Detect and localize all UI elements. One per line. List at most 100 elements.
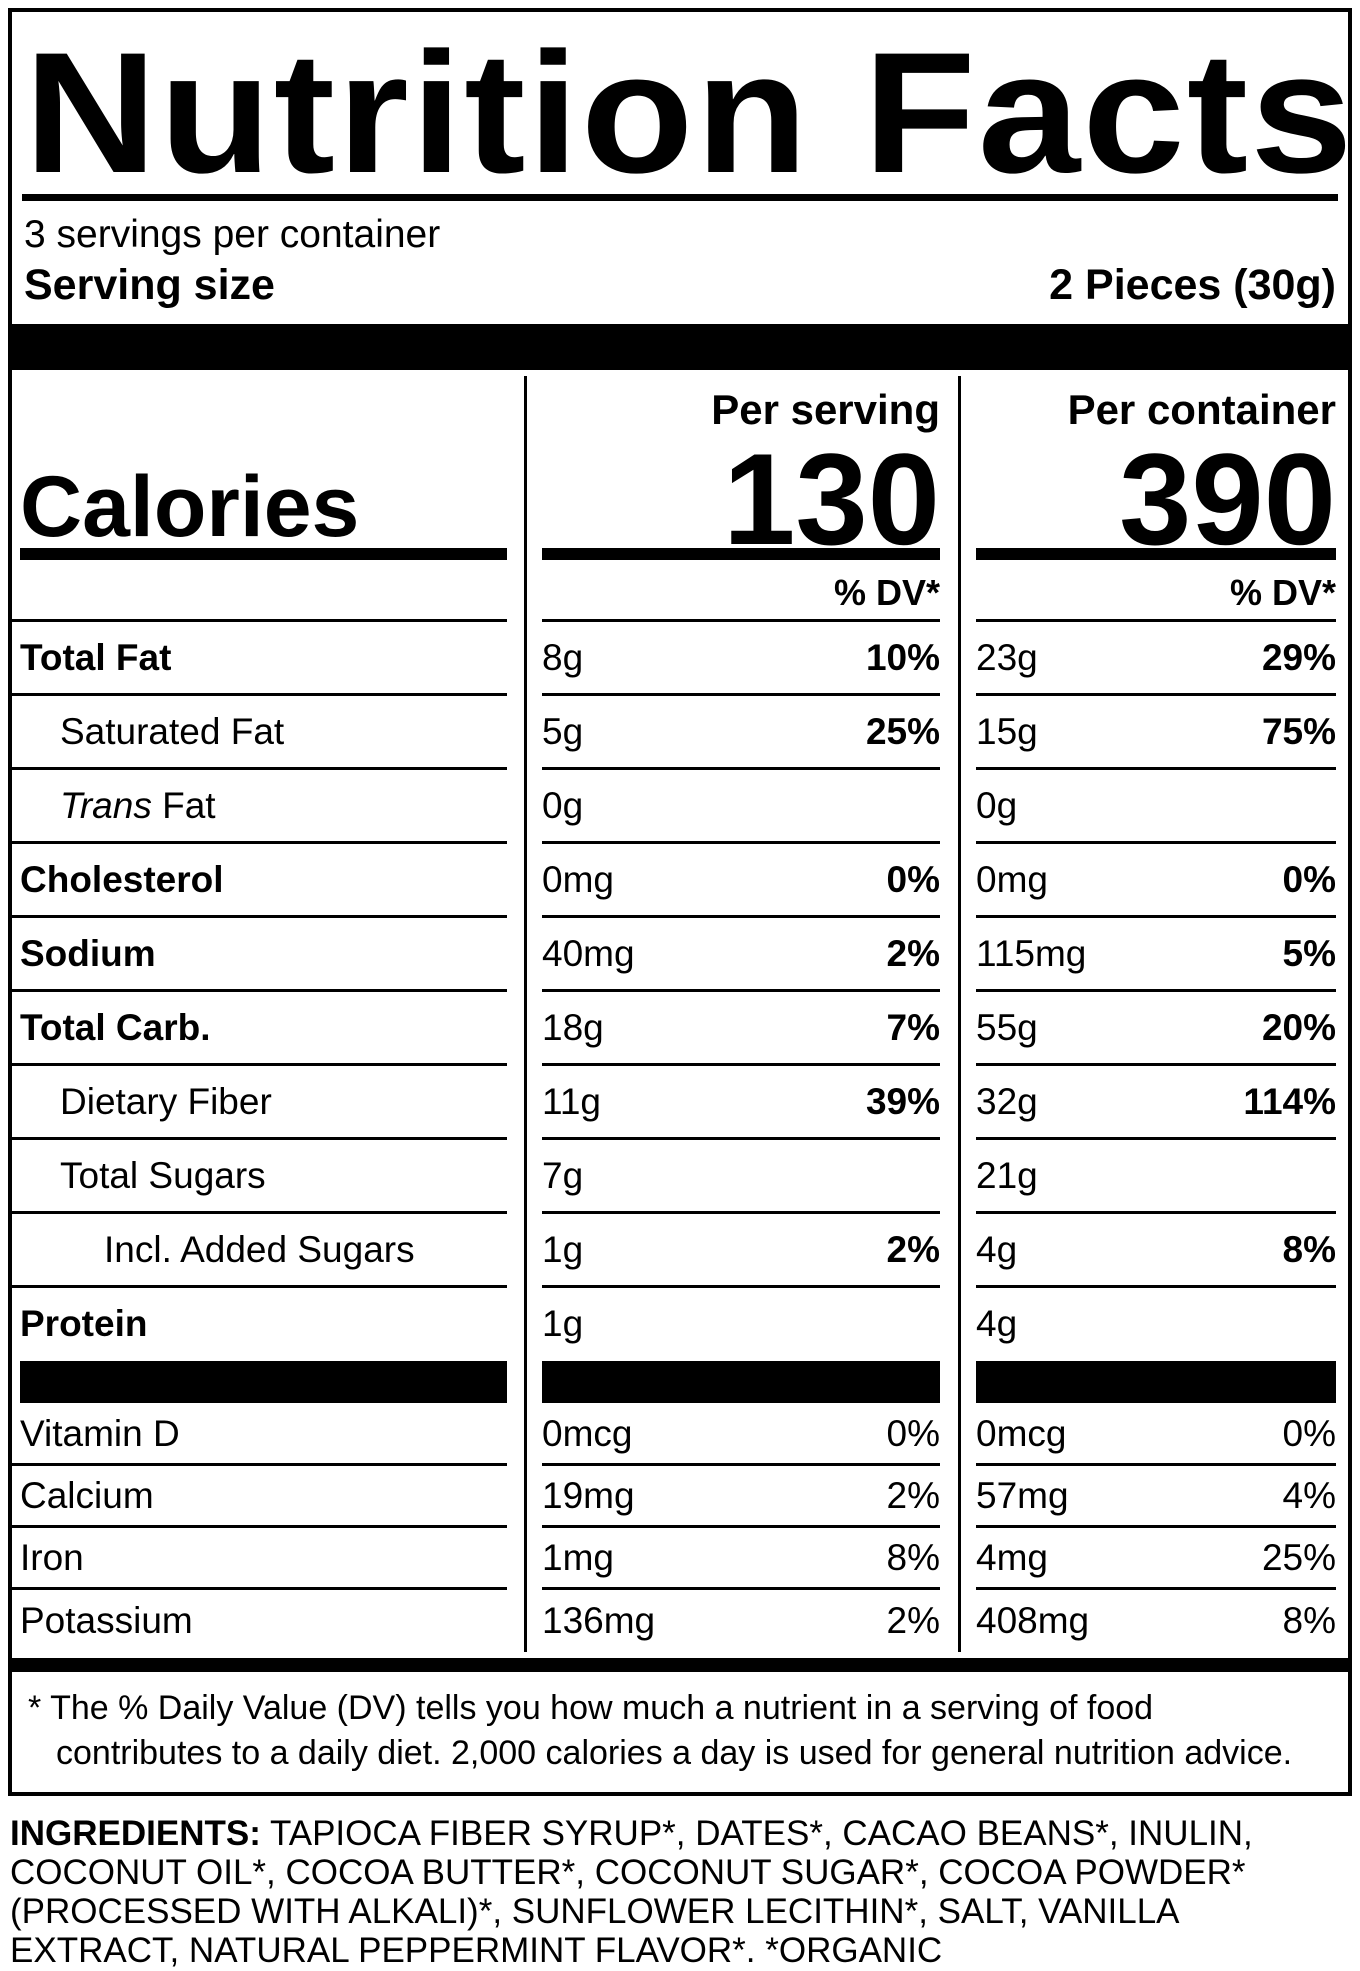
label-title: Nutrition Facts: [24, 17, 1355, 209]
amount: 23g: [976, 636, 1038, 678]
amount: 4mg: [976, 1536, 1048, 1578]
nutrition-table: Per serving Per container Calories 130 3…: [12, 376, 1348, 1653]
per-container-cell: 408mg 8%: [976, 1590, 1336, 1652]
amount: 7g: [542, 1154, 584, 1196]
dv-value: 4%: [1282, 1474, 1336, 1516]
amount: 32g: [976, 1080, 1038, 1122]
per-serving-cell: 8g 10%: [542, 622, 940, 697]
per-serving-cell: 0mg 0%: [542, 844, 940, 919]
dv-value: 2%: [886, 1600, 940, 1642]
separator-bar: [12, 1360, 507, 1404]
calories-label: Calories: [20, 458, 360, 555]
nutrient-name: Sodium: [12, 918, 507, 993]
amount: 136mg: [542, 1600, 656, 1642]
title-rule: [22, 194, 1338, 202]
per-serving-cell: 19mg 2%: [542, 1466, 940, 1529]
calories-underbar: [12, 548, 507, 566]
nutrient-name: Trans Fat: [12, 770, 507, 845]
calories-underbar: [976, 548, 1336, 566]
amount: 15g: [976, 710, 1038, 752]
calories-per-serving: 130: [723, 425, 940, 572]
dv-value: 0%: [886, 1412, 940, 1454]
amount: 0mcg: [976, 1412, 1067, 1454]
amount: 0g: [542, 784, 584, 826]
per-container-cell: 0mg 0%: [976, 844, 1336, 919]
dv-value: 8%: [1282, 1228, 1336, 1270]
calories-underbar: [542, 548, 940, 566]
per-container-cell: 55g 20%: [976, 992, 1336, 1067]
nutrient-name: Total Sugars: [12, 1140, 507, 1215]
per-container-cell: 0mcg 0%: [976, 1404, 1336, 1467]
dv-value: 75%: [1261, 710, 1336, 752]
amount: 408mg: [976, 1600, 1090, 1642]
amount: 115mg: [976, 932, 1087, 974]
dv-value: 8%: [1282, 1600, 1336, 1642]
per-container-cell: 15g 75%: [976, 696, 1336, 771]
dv-value: 5%: [1282, 932, 1336, 974]
amount: 1g: [542, 1303, 584, 1345]
dv-value: 29%: [1261, 636, 1336, 678]
serving-size-label: Serving size: [24, 261, 275, 310]
nutrient-name: Total Fat: [12, 622, 507, 697]
servings-per-container: 3 servings per container: [24, 213, 441, 257]
dv-value: 2%: [886, 1474, 940, 1516]
per-serving-cell: 0mcg 0%: [542, 1404, 940, 1467]
dv-value: 2%: [886, 1228, 940, 1270]
per-container-cell: 4mg 25%: [976, 1528, 1336, 1591]
amount: 0g: [976, 784, 1018, 826]
nutrient-name: Dietary Fiber: [12, 1066, 507, 1141]
dv-value: 114%: [1243, 1080, 1336, 1122]
nutrition-facts-label: Nutrition Facts 3 servings per container…: [8, 8, 1353, 1796]
amount: 1g: [542, 1228, 584, 1270]
amount: 0mcg: [542, 1412, 633, 1454]
serving-size-bar: [12, 324, 1348, 371]
per-container-cell: 32g 114%: [976, 1066, 1336, 1141]
serving-size-row: Serving size 2 Pieces (30g): [22, 259, 1338, 320]
per-container-cell: 115mg 5%: [976, 918, 1336, 993]
nutrient-name: Potassium: [20, 1600, 193, 1642]
per-serving-cell: 18g 7%: [542, 992, 940, 1067]
dv-footnote: * The % Daily Value (DV) tells you how m…: [28, 1689, 1293, 1773]
amount: 40mg: [542, 932, 635, 974]
nutrient-name: Cholesterol: [12, 844, 507, 919]
nutrient-name: Calcium: [12, 1466, 507, 1529]
per-container-cell: 4g: [976, 1288, 1336, 1360]
ingredients-label: INGREDIENTS:: [10, 1813, 261, 1853]
dv-header-container: % DV*: [976, 566, 1336, 623]
serving-size-value: 2 Pieces (30g): [1049, 261, 1336, 310]
dv-value: 0%: [1282, 858, 1336, 900]
per-serving-cell: 136mg 2%: [542, 1590, 940, 1652]
dv-value: 2%: [886, 932, 940, 974]
nutrient-name: Total Carb.: [12, 992, 507, 1067]
amount: 19mg: [542, 1474, 635, 1516]
dv-value: 20%: [1261, 1006, 1336, 1048]
nutrient-name: Saturated Fat: [12, 696, 507, 771]
per-serving-cell: 1g 2%: [542, 1214, 940, 1289]
per-serving-cell: 7g: [542, 1140, 940, 1215]
amount: 18g: [542, 1006, 604, 1048]
dv-value: 10%: [865, 636, 940, 678]
footnote-separator-bar: [12, 1658, 1348, 1673]
dv-value: 0%: [1282, 1412, 1336, 1454]
dv-value: 25%: [865, 710, 940, 752]
spacer-cell: [12, 566, 507, 623]
amount: 4g: [976, 1228, 1018, 1270]
per-serving-cell: 5g 25%: [542, 696, 940, 771]
dv-header-serving: % DV*: [542, 566, 940, 623]
per-container-header: Per container: [1067, 386, 1336, 434]
amount: 1mg: [542, 1536, 614, 1578]
calories-per-container: 390: [1119, 425, 1336, 572]
separator-bar: [542, 1360, 940, 1404]
per-serving-cell: 0g: [542, 770, 940, 845]
amount: 55g: [976, 1006, 1038, 1048]
per-serving-header: Per serving: [711, 386, 940, 434]
dv-value: 39%: [865, 1080, 940, 1122]
amount: 8g: [542, 636, 584, 678]
amount: 57mg: [976, 1474, 1069, 1516]
nutrient-name: Incl. Added Sugars: [12, 1214, 507, 1289]
nutrient-name: Protein: [20, 1303, 148, 1345]
per-serving-cell: 40mg 2%: [542, 918, 940, 993]
amount: 21g: [976, 1154, 1038, 1196]
dv-value: 25%: [1261, 1536, 1336, 1578]
amount: 0mg: [976, 858, 1048, 900]
